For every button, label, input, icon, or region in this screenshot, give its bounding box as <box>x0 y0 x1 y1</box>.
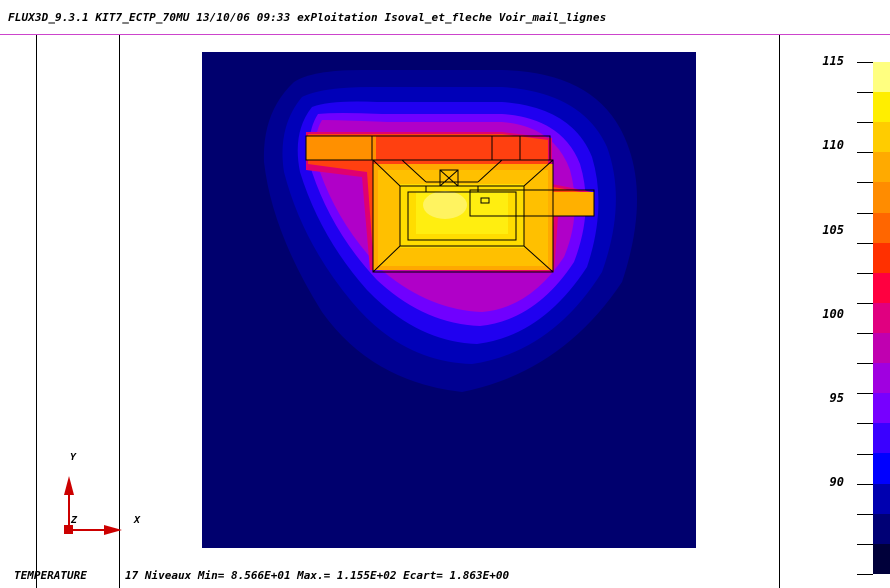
scale-label: 95 <box>829 391 844 405</box>
legend-band <box>873 483 890 514</box>
legend-band <box>873 242 890 273</box>
legend-band <box>873 543 890 574</box>
legend-band <box>873 513 890 544</box>
legend-tick <box>857 393 873 395</box>
legend-band <box>873 122 890 153</box>
legend-band <box>873 152 890 183</box>
legend-tick <box>857 574 873 575</box>
frame-line-right <box>779 35 780 588</box>
legend-tick <box>857 92 873 94</box>
z-axis-label: Z <box>71 515 78 526</box>
window-title: FLUX3D_9.3.1 KIT7_ECTP_70MU 13/10/06 09:… <box>8 11 607 24</box>
variable-name: TEMPERATURE <box>14 569 87 582</box>
legend-band <box>873 332 890 364</box>
legend-band <box>873 272 890 303</box>
legend-band <box>873 363 890 394</box>
legend-band <box>873 182 890 213</box>
legend-tick <box>857 302 873 304</box>
legend-band <box>873 453 890 484</box>
frame-line-left <box>36 35 37 588</box>
legend-tick <box>857 453 873 455</box>
scale-label: 115 <box>822 54 844 68</box>
frame-line-inner <box>119 35 120 588</box>
legend-tick <box>857 152 873 154</box>
color-legend <box>873 62 890 574</box>
legend-tick <box>857 363 873 365</box>
scale-label: 105 <box>822 223 844 237</box>
temperature-plot <box>202 52 696 548</box>
legend-tick <box>857 513 873 515</box>
legend-band <box>873 393 890 424</box>
legend-tick <box>857 182 873 184</box>
legend-tick <box>857 212 873 214</box>
legend-tick <box>857 423 873 425</box>
legend-band <box>873 92 890 123</box>
isovalue-map <box>202 52 696 548</box>
y-axis-label: Y <box>70 452 77 463</box>
legend-band <box>873 423 890 454</box>
legend-tick <box>857 242 873 244</box>
scale-label: 110 <box>822 138 844 152</box>
legend-tick <box>857 333 873 335</box>
legend-band <box>873 302 890 333</box>
legend-tick <box>857 62 873 63</box>
x-axis-label: X <box>134 515 141 526</box>
legend-tick <box>857 122 873 124</box>
legend-tick <box>857 272 873 274</box>
legend-band <box>873 212 890 243</box>
legend-tick <box>857 543 873 545</box>
title-divider <box>0 34 890 35</box>
legend-band <box>873 62 890 93</box>
axis-triad: Y X Z <box>60 450 150 545</box>
scale-label: 90 <box>829 475 844 489</box>
levels-info: 17 Niveaux Min= 8.566E+01 Max.= 1.155E+0… <box>125 569 510 582</box>
legend-tick <box>857 483 873 485</box>
scale-label: 100 <box>822 307 844 321</box>
